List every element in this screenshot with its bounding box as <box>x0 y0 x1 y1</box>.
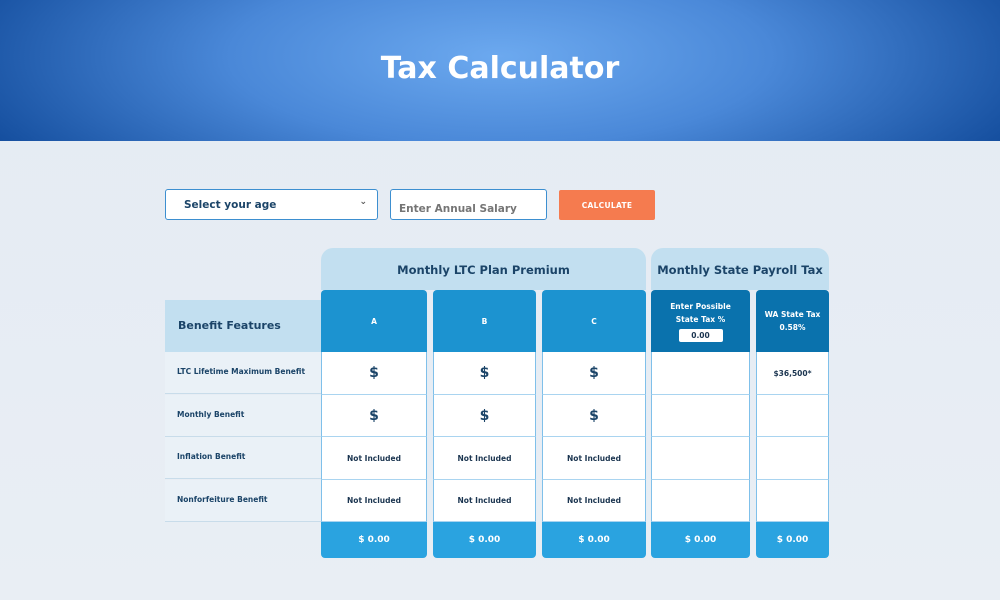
column-total: $ 0.00 <box>651 522 750 558</box>
chevron-down-icon: ⌄ <box>359 197 367 207</box>
column-header-label: B <box>481 316 488 326</box>
table-cell: $ <box>433 352 536 395</box>
column-header: A <box>321 290 427 352</box>
table-cell <box>651 395 750 437</box>
table-cell: $ <box>321 395 427 437</box>
state-tax-input[interactable]: 0.00 <box>678 329 723 342</box>
hero-banner: Tax Calculator <box>0 0 1000 141</box>
table-cell: Not Included <box>542 480 646 522</box>
age-select[interactable]: Select your age ⌄ <box>165 189 378 220</box>
table-cell <box>651 480 750 522</box>
benefit-features-header: Benefit Features <box>165 300 321 352</box>
column-header-label: WA State Tax <box>764 310 821 319</box>
table-cell: $ <box>433 395 536 437</box>
page-title: Tax Calculator <box>380 51 620 86</box>
table-cell: $ <box>542 395 646 437</box>
row-label: Monthly Benefit <box>165 395 321 437</box>
table-cell: $36,500* <box>756 352 829 395</box>
column-subheader: 0.58% <box>779 323 806 332</box>
column-header: WA State Tax 0.58% <box>756 290 829 352</box>
age-select-value: Select your age <box>184 199 277 211</box>
row-label: Nonforfeiture Benefit <box>165 480 321 522</box>
column-total: $ 0.00 <box>542 522 646 558</box>
table-cell <box>651 437 750 480</box>
table-cell: Not Included <box>433 437 536 480</box>
column-header: C <box>542 290 646 352</box>
column-header-label: Enter Possible State Tax % <box>670 302 731 324</box>
column-header-label: C <box>591 316 597 326</box>
row-label: LTC Lifetime Maximum Benefit <box>165 352 321 394</box>
column-header: Enter Possible State Tax % 0.00 <box>651 290 750 352</box>
column-total: $ 0.00 <box>321 522 427 558</box>
table-cell: Not Included <box>542 437 646 480</box>
column-header-label: A <box>371 316 377 326</box>
table-cell <box>756 480 829 522</box>
table-cell: $ <box>542 352 646 395</box>
table-cell: Not Included <box>321 437 427 480</box>
calculate-button[interactable]: CALCULATE <box>559 190 655 220</box>
table-cell: $ <box>321 352 427 395</box>
group-header-ltc: Monthly LTC Plan Premium <box>321 248 646 290</box>
column-total: $ 0.00 <box>433 522 536 558</box>
table-cell <box>651 352 750 395</box>
annual-salary-input[interactable] <box>390 189 547 220</box>
table-cell: Not Included <box>433 480 536 522</box>
column-header: B <box>433 290 536 352</box>
column-total: $ 0.00 <box>756 522 829 558</box>
row-label: Inflation Benefit <box>165 437 321 479</box>
group-header-payroll: Monthly State Payroll Tax <box>651 248 829 290</box>
table-cell <box>756 437 829 480</box>
table-cell: Not Included <box>321 480 427 522</box>
table-cell <box>756 395 829 437</box>
